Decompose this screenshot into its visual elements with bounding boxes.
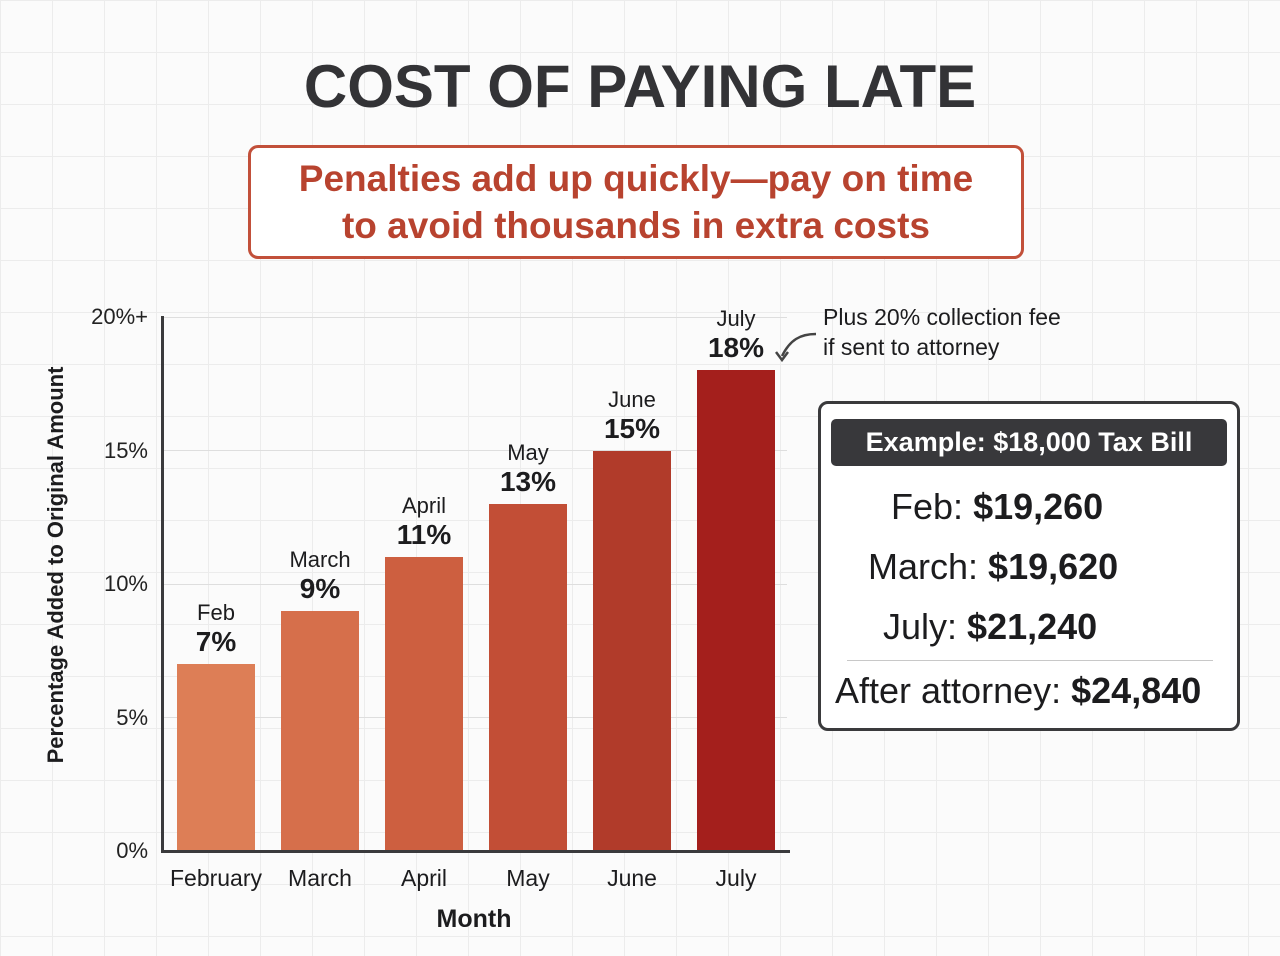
x-tick-may: May (506, 865, 550, 891)
chart-title: COST OF PAYING LATE (303, 53, 977, 120)
example-row-july: July: $21,240 (883, 606, 1097, 648)
y-tick-20: 20%+ (91, 304, 148, 329)
bar-month-label: May (507, 439, 549, 465)
subtitle-line-1: Penalties add up quickly—pay on time (298, 158, 974, 199)
example-row-march: March: $19,620 (868, 546, 1118, 588)
x-tick-february: February (169, 865, 263, 891)
bar-percent-label: 13% (499, 465, 557, 497)
x-axis-label: Month (436, 905, 512, 933)
x-tick-june: June (607, 865, 657, 891)
x-tick-april: April (400, 865, 448, 891)
subtitle-box: Penalties add up quickly—pay on time to … (248, 145, 1024, 259)
gridline (163, 450, 787, 451)
example-row-value: $19,620 (988, 546, 1119, 587)
example-row-after-attorney: After attorney: $24,840 (835, 670, 1201, 712)
bar-value-label: July 18% (676, 306, 796, 364)
bar-april (385, 557, 463, 851)
bar-march (281, 610, 359, 851)
bar-value-label: Feb 7% (156, 600, 276, 658)
bar-month-label: March (289, 546, 351, 572)
bar-percent-label: 9% (299, 572, 341, 604)
example-row-value: $21,240 (967, 606, 1098, 647)
bar-month-label: July (716, 306, 756, 332)
gridline (163, 717, 787, 718)
bar-value-label: March 9% (260, 547, 380, 605)
gridline (163, 584, 787, 585)
x-tick-march: March (288, 865, 352, 891)
example-divider (847, 660, 1213, 661)
example-row-feb: Feb: $19,260 (891, 486, 1103, 528)
bar-percent-label: 11% (396, 519, 452, 551)
annotation-note: Plus 20% collection fee if sent to attor… (823, 302, 1061, 362)
example-row-label: After attorney: (835, 670, 1062, 711)
subtitle-line-2: to avoid thousands in extra costs (341, 205, 930, 246)
y-tick-10: 10% (103, 571, 148, 596)
gridline (163, 317, 787, 318)
bar-percent-label: 15% (603, 412, 661, 444)
x-tick-july: July (715, 865, 757, 891)
example-row-value: $19,260 (973, 486, 1104, 527)
bar-month-label: Feb (197, 600, 235, 626)
example-row-label: July: (883, 606, 958, 647)
bar-value-label: May 13% (468, 440, 588, 498)
bar-may (489, 503, 567, 851)
y-tick-15: 15% (103, 438, 148, 463)
annotation-line-1: Plus 20% collection fee (823, 304, 1061, 330)
bar-july (697, 370, 775, 851)
bar-june (593, 450, 671, 851)
y-axis-line (161, 316, 164, 853)
bar-february (177, 664, 255, 851)
example-header: Example: $18,000 Tax Bill (831, 419, 1227, 466)
annotation-line-2: if sent to attorney (823, 334, 1000, 360)
curved-arrow-icon (775, 332, 817, 363)
bar-percent-label: 18% (707, 332, 765, 364)
example-row-value: $24,840 (1071, 670, 1202, 711)
y-tick-0: 0% (116, 838, 148, 863)
bar-month-label: June (608, 386, 656, 412)
bar-value-label: April 11% (364, 493, 484, 551)
x-axis-line (161, 850, 790, 853)
example-box: Example: $18,000 Tax Bill Feb: $19,260 M… (818, 401, 1240, 731)
bar-month-label: April (401, 493, 446, 519)
y-axis-label: Percentage Added to Original Amount (43, 366, 68, 764)
bar-percent-label: 7% (195, 626, 237, 658)
y-tick-5: 5% (116, 705, 148, 730)
example-row-label: March: (868, 546, 979, 587)
bar-value-label: June 15% (572, 387, 692, 445)
example-row-label: Feb: (891, 486, 964, 527)
